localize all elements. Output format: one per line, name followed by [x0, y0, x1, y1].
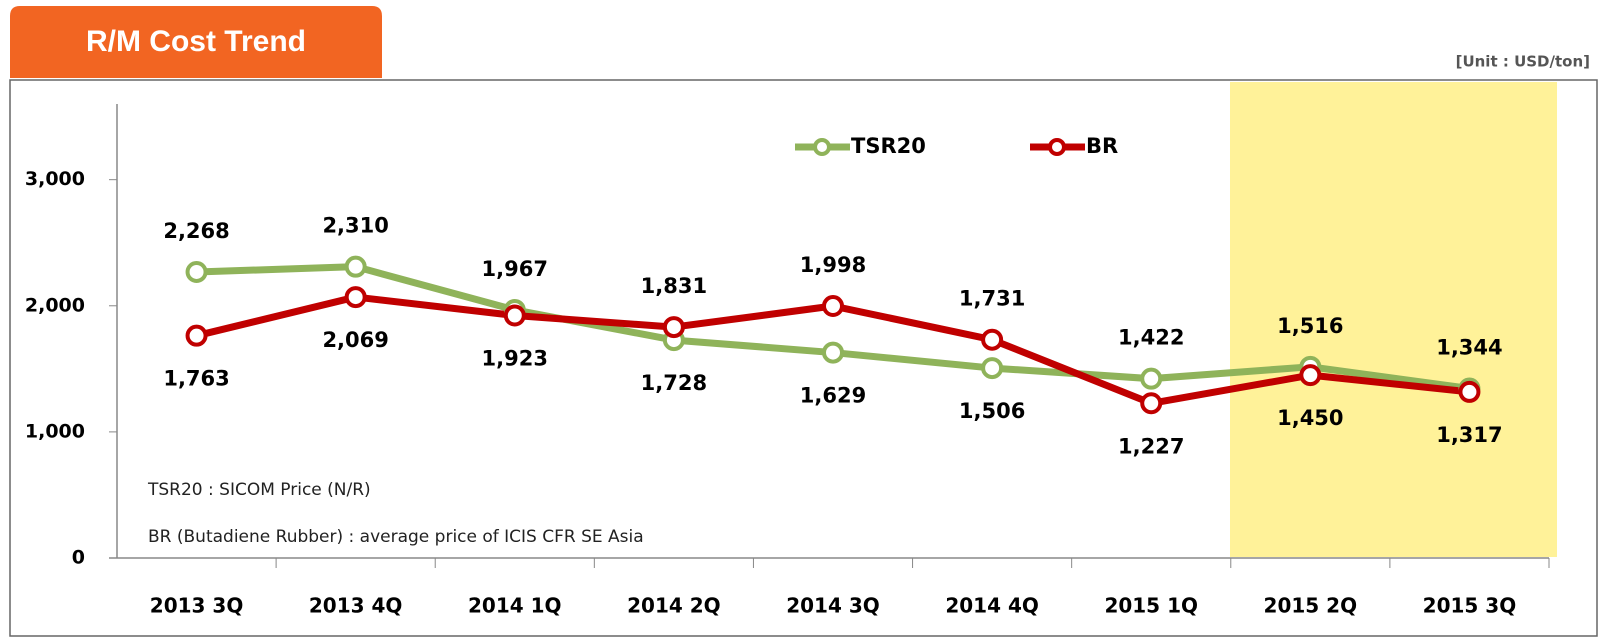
data-label: 1,967: [482, 257, 548, 281]
point-marker: [185, 324, 208, 347]
data-label: 2,310: [322, 214, 388, 238]
data-label: 1,629: [800, 384, 866, 408]
x-tick-label: 2013 4Q: [309, 594, 403, 618]
y-tick-label: 0: [72, 547, 85, 569]
unit-label: [Unit : USD/ton]: [1456, 53, 1590, 71]
point-marker: [1299, 364, 1322, 387]
data-label: 1,344: [1436, 336, 1502, 360]
legend-marker: [1048, 138, 1066, 156]
chart-title: R/M Cost Trend: [86, 25, 306, 58]
data-label: 1,831: [641, 274, 707, 298]
data-label: 1,923: [482, 346, 548, 370]
data-label: 2,069: [322, 328, 388, 352]
data-label: 2,268: [163, 219, 229, 243]
highlight-region: [1230, 82, 1557, 557]
point-marker: [822, 341, 844, 364]
x-tick-label: 2014 4Q: [945, 594, 1039, 618]
point-marker: [344, 286, 367, 309]
x-tick-label: 2014 2Q: [627, 594, 721, 618]
point-marker: [185, 260, 208, 283]
title-tab: [10, 6, 382, 78]
point-marker: [1458, 380, 1481, 403]
y-tick-label: 2,000: [25, 294, 85, 316]
x-tick-label: 2013 3Q: [150, 594, 244, 618]
x-tick-label: 2014 1Q: [468, 594, 562, 618]
data-label: 1,731: [959, 287, 1025, 311]
point-marker: [1140, 367, 1163, 390]
point-marker: [503, 304, 526, 327]
data-label: 1,763: [163, 367, 229, 391]
point-marker: [981, 357, 1004, 380]
legend-marker: [813, 138, 831, 156]
x-tick-label: 2015 3Q: [1423, 594, 1517, 618]
data-label: 1,422: [1118, 326, 1184, 350]
y-tick-label: 1,000: [25, 420, 85, 442]
data-label: 1,506: [959, 399, 1025, 423]
x-tick-label: 2015 2Q: [1264, 594, 1358, 618]
annotation: BR (Butadiene Rubber) : average price of…: [148, 527, 644, 547]
y-tick-label: 3,000: [25, 168, 85, 190]
data-label: 1,998: [800, 253, 866, 277]
data-label: 1,516: [1277, 314, 1343, 338]
point-marker: [981, 328, 1004, 351]
legend-label: BR: [1086, 134, 1118, 158]
data-label: 1,450: [1277, 406, 1343, 430]
data-label: 1,227: [1118, 434, 1184, 458]
x-tick-label: 2015 1Q: [1104, 594, 1198, 618]
x-tick-label: 2014 3Q: [786, 594, 880, 618]
data-label: 1,728: [641, 371, 707, 395]
annotation: TSR20 : SICOM Price (N/R): [147, 480, 371, 500]
point-marker: [822, 295, 844, 318]
chart-frame: [9, 79, 1598, 637]
point-marker: [1140, 392, 1163, 415]
legend-label: TSR20: [851, 134, 926, 158]
point-marker: [662, 316, 685, 339]
data-label: 1,317: [1436, 423, 1502, 447]
point-marker: [344, 255, 367, 278]
